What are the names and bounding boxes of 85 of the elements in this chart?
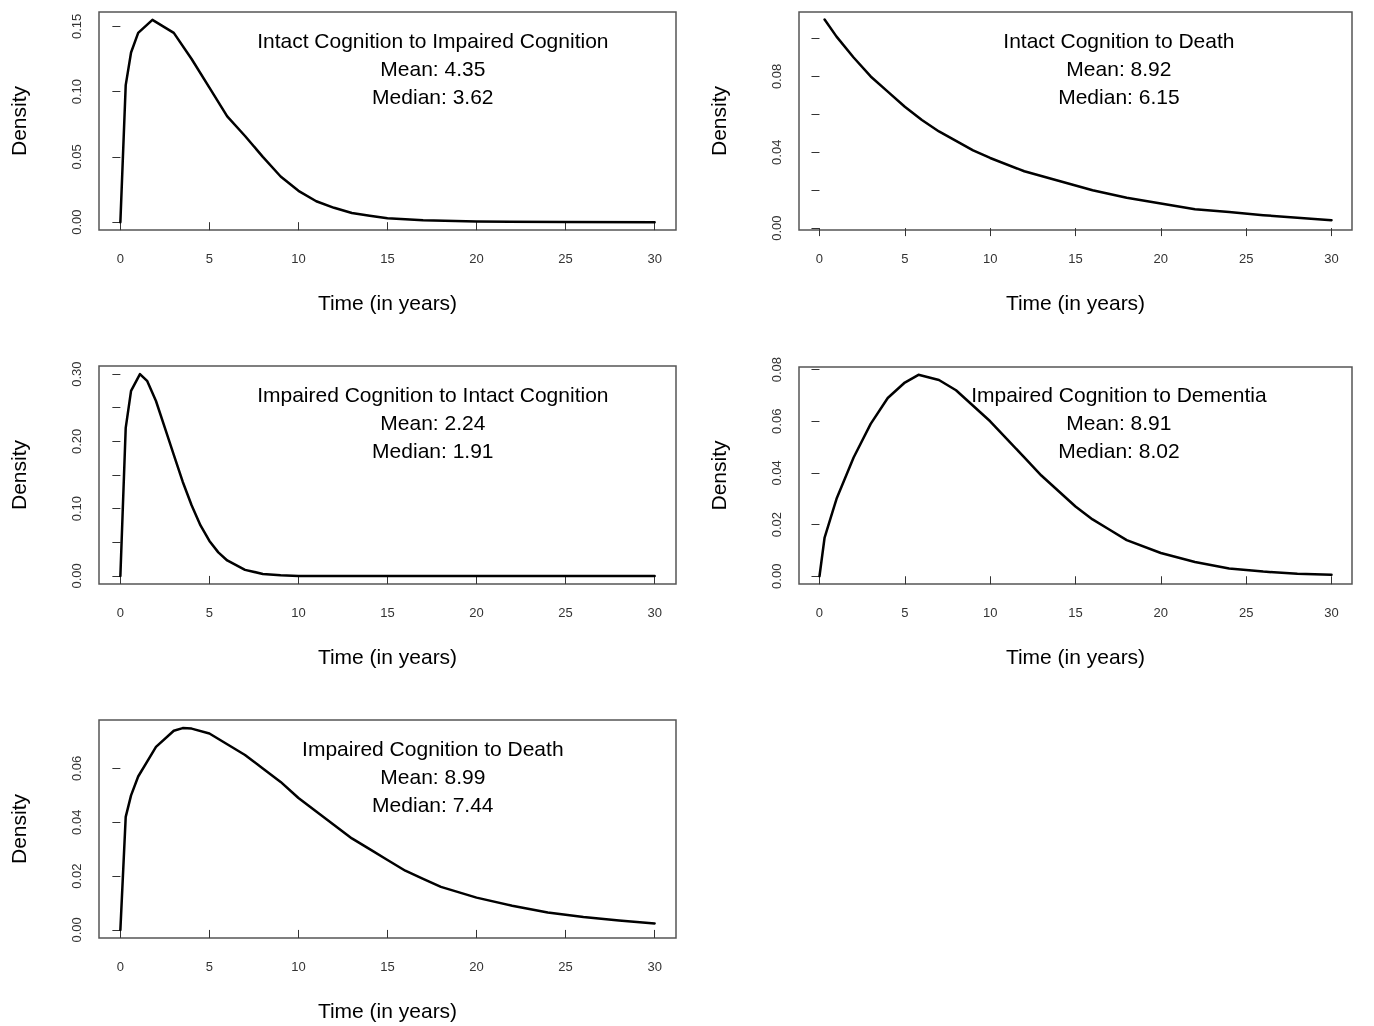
x-tick-label: 30 xyxy=(647,605,662,620)
x-tick-label: 10 xyxy=(291,959,306,974)
x-tick-label: 5 xyxy=(205,959,214,974)
y-tick-label: 0.15 xyxy=(69,13,84,40)
x-tick-label: 5 xyxy=(205,251,214,266)
x-tick-label: 5 xyxy=(901,605,909,620)
x-tick-label: 15 xyxy=(380,605,395,620)
annotation: Median: 3.62 xyxy=(372,84,494,108)
y-tick-label: 0.00 xyxy=(769,215,784,241)
y-tick-label: 0.06 xyxy=(69,755,84,782)
annotation: Impaired Cognition to Death xyxy=(302,736,564,760)
x-axis-title: Time (in years) xyxy=(317,999,458,1022)
y-axis-title: Density xyxy=(707,85,730,157)
x-tick-label: 15 xyxy=(380,251,395,266)
x-tick-label: 25 xyxy=(558,959,573,974)
x-tick-label: 30 xyxy=(647,251,662,266)
y-tick-label: 0.02 xyxy=(69,863,84,889)
x-tick-label: 0 xyxy=(116,251,124,266)
x-tick-label: 20 xyxy=(469,251,484,266)
line-series xyxy=(823,18,1333,222)
y-tick-label: 0.06 xyxy=(769,408,784,434)
x-tick-label: 30 xyxy=(1324,251,1339,266)
y-axis-title: Density xyxy=(7,793,30,865)
line-series xyxy=(119,372,656,578)
x-tick-label: 0 xyxy=(815,605,824,620)
x-axis-title: Time (in years) xyxy=(317,645,458,668)
x-axis-title: Time (in years) xyxy=(1005,645,1146,668)
x-tick-label: 25 xyxy=(558,251,573,266)
x-tick-label: 15 xyxy=(1068,251,1083,266)
line-series xyxy=(818,373,1333,578)
x-axis-title: Time (in years) xyxy=(1005,291,1146,314)
y-tick-label: 0.10 xyxy=(69,495,84,522)
y-tick-label: 0.00 xyxy=(769,563,784,589)
annotation: Median: 1.91 xyxy=(372,438,494,462)
x-tick-label: 0 xyxy=(116,959,124,974)
x-tick-label: 25 xyxy=(1238,251,1254,266)
x-tick-label: 5 xyxy=(205,605,214,620)
x-tick-label: 10 xyxy=(291,251,306,266)
x-tick-label: 20 xyxy=(469,605,484,620)
x-tick-label: 25 xyxy=(1238,605,1254,620)
x-tick-label: 0 xyxy=(815,251,824,266)
x-tick-label: 20 xyxy=(469,959,484,974)
y-tick-label: 0.10 xyxy=(69,78,84,105)
y-tick-label: 0.04 xyxy=(769,460,784,486)
y-tick-label: 0.00 xyxy=(69,917,84,943)
x-tick-label: 20 xyxy=(1153,605,1169,620)
x-tick-label: 30 xyxy=(647,959,662,974)
annotation: Median: 7.44 xyxy=(372,792,494,816)
line-series xyxy=(119,726,656,932)
x-tick-label: 10 xyxy=(291,605,306,620)
annotation: Median: 8.02 xyxy=(1058,438,1180,462)
x-tick-label: 15 xyxy=(1068,605,1083,620)
x-tick-label: 5 xyxy=(901,251,909,266)
x-tick-label: 10 xyxy=(982,251,998,266)
annotation: Median: 6.15 xyxy=(1058,84,1180,108)
annotation: Intact Cognition to Impaired Cognition xyxy=(257,28,609,52)
y-axis-title: Density xyxy=(707,440,730,511)
y-tick-label: 0.00 xyxy=(69,209,84,235)
x-tick-label: 20 xyxy=(1153,251,1169,266)
x-tick-label: 0 xyxy=(116,605,124,620)
annotation: Mean: 8.99 xyxy=(380,764,486,788)
y-tick-label: 0.20 xyxy=(69,428,84,455)
y-tick-label: 0.08 xyxy=(769,356,784,383)
y-tick-label: 0.08 xyxy=(769,63,784,90)
annotation: Mean: 8.91 xyxy=(1066,410,1172,434)
x-tick-label: 10 xyxy=(982,605,998,620)
y-tick-label: 0.00 xyxy=(69,563,84,589)
y-axis-title: Density xyxy=(7,85,30,157)
annotation: Impaired Cognition to Dementia xyxy=(971,382,1267,406)
x-axis-title: Time (in years) xyxy=(317,291,458,314)
annotation: Intact Cognition to Death xyxy=(1003,28,1235,52)
annotation: Mean: 2.24 xyxy=(380,410,486,434)
annotation: Mean: 4.35 xyxy=(380,56,486,80)
line-series xyxy=(119,18,656,224)
annotation: Impaired Cognition to Intact Cognition xyxy=(257,382,609,406)
x-tick-label: 15 xyxy=(380,959,395,974)
y-tick-label: 0.05 xyxy=(69,144,84,170)
y-tick-label: 0.02 xyxy=(769,511,784,538)
x-tick-label: 30 xyxy=(1324,605,1339,620)
annotation: Mean: 8.92 xyxy=(1066,56,1172,80)
y-axis-title: Density xyxy=(7,439,30,511)
y-tick-label: 0.04 xyxy=(769,139,784,165)
x-tick-label: 25 xyxy=(558,605,573,620)
y-tick-label: 0.04 xyxy=(69,809,84,835)
y-tick-label: 0.30 xyxy=(69,361,84,387)
